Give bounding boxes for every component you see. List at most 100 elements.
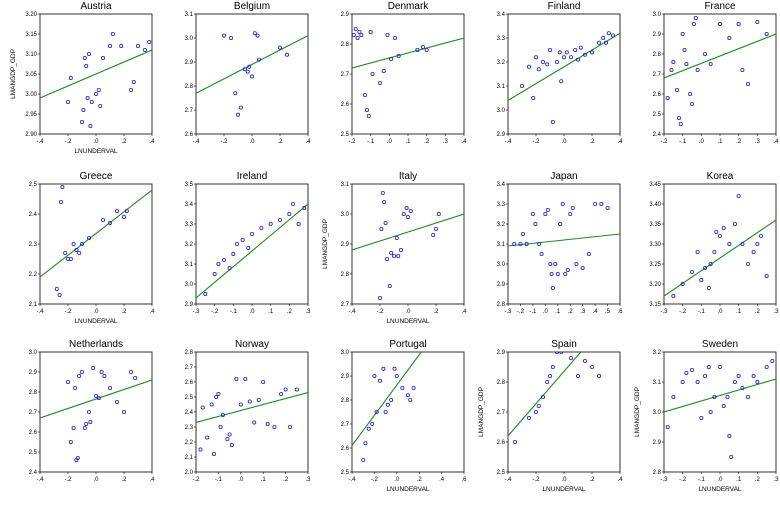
data-point (727, 36, 732, 41)
data-point (355, 36, 360, 41)
x-tick-label: .0 (394, 477, 400, 483)
data-point (708, 62, 713, 67)
y-tick-label: 2.9 (497, 350, 506, 356)
data-point (255, 33, 260, 38)
y-tick-label: 3.4 (497, 182, 506, 188)
data-point (431, 233, 436, 238)
data-point (119, 44, 124, 49)
data-point (545, 208, 550, 213)
y-tick-label: 2.5 (341, 470, 350, 476)
data-point (82, 56, 87, 61)
y-tick-label: 2.6 (341, 102, 350, 108)
x-tick-label: -.2 (192, 477, 200, 483)
data-point (227, 432, 232, 437)
data-point (378, 296, 383, 301)
data-point (684, 62, 689, 67)
chart-title: Norway (235, 339, 269, 350)
data-point (389, 57, 394, 62)
data-point (88, 420, 93, 425)
x-tick-label: .4 (461, 309, 467, 315)
data-point (434, 227, 439, 232)
data-point (576, 57, 581, 62)
data-point (250, 232, 255, 237)
data-point (436, 212, 441, 217)
x-tick-label: .1 (736, 477, 742, 483)
x-tick-label: .0 (561, 139, 567, 145)
data-point (216, 392, 221, 397)
data-point (231, 252, 236, 257)
y-tick-label: 3.40 (649, 202, 661, 208)
data-point (680, 32, 685, 37)
y-tick-label: 2.6 (29, 430, 38, 436)
data-point (596, 374, 601, 379)
y-tick-label: 3.20 (649, 282, 661, 288)
x-tick-label: .4 (461, 139, 467, 145)
y-tick-label: 2.9 (497, 282, 506, 288)
data-point (746, 82, 751, 87)
y-tick-label: 3.0 (341, 350, 350, 356)
regression-line (40, 49, 152, 99)
data-point (278, 218, 283, 223)
data-point (536, 67, 541, 72)
y-tick-label: 3.0 (341, 212, 350, 218)
data-point (389, 398, 394, 403)
scatter-panel: Sweden 2.8 2.9 3.0 3.1 3.2 -.3 -.2 -.1 .0 .1 .2 .3 LN… (624, 338, 780, 508)
y-tick-label: 3.3 (497, 36, 506, 42)
data-point (203, 292, 208, 297)
plot-area (508, 31, 620, 125)
y-tick-label: 3.25 (649, 262, 661, 268)
data-point (278, 45, 283, 50)
data-point (583, 358, 588, 363)
x-tick-label: .2 (424, 139, 430, 145)
data-point (389, 251, 394, 256)
x-tick-label: .5 (605, 309, 611, 315)
regression-line (196, 35, 308, 94)
data-point (606, 31, 611, 36)
data-point (252, 31, 257, 36)
y-axis-label: LMANGDP_GDP (10, 49, 17, 99)
data-point (94, 92, 99, 97)
data-point (562, 55, 567, 60)
x-tick-label: .2 (755, 477, 761, 483)
data-point (678, 122, 683, 127)
scatter-chart: Greece 2.1 2.2 2.3 2.4 2.5 -.4 -.2 .0 .2 .4 LNUNDER… (29, 171, 156, 325)
y-tick-label: 2.5 (497, 470, 506, 476)
x-tick-label: .1 (268, 309, 274, 315)
data-point (218, 425, 223, 430)
data-point (764, 274, 769, 279)
x-tick-label: -.1 (230, 309, 238, 315)
data-point (259, 226, 264, 231)
data-point (294, 387, 299, 392)
data-point (545, 62, 550, 67)
data-point (706, 364, 711, 369)
y-tick-label: 2.9 (341, 242, 350, 248)
chart-title: Korea (707, 171, 734, 182)
data-point (590, 50, 595, 55)
data-point (279, 392, 284, 397)
scatter-chart: Netherlands 2.4 2.5 2.6 2.7 2.8 2.9 3.0 -.4 -.2 .0… (29, 339, 156, 483)
data-point (364, 108, 369, 113)
x-tick-label: -.1 (215, 477, 223, 483)
data-point (759, 234, 764, 239)
data-point (372, 374, 377, 379)
y-tick-label: 2.9 (341, 12, 350, 18)
scatter-chart: Japan 2.8 2.9 3.0 3.1 3.2 3.3 3.4 -.3 -.2 -.1 .0 .1.… (497, 171, 624, 315)
data-point (265, 422, 270, 427)
x-tick-label: -.1 (679, 139, 687, 145)
data-point (703, 266, 708, 271)
data-point (261, 380, 266, 385)
data-point (548, 374, 553, 379)
data-point (564, 50, 569, 55)
data-point (102, 374, 107, 379)
data-point (596, 40, 601, 45)
data-point (247, 64, 252, 69)
plot-area (508, 352, 601, 445)
y-tick-label: 2.8 (653, 52, 662, 58)
plot-area (352, 26, 464, 119)
y-tick-label: 2.9 (497, 132, 506, 138)
data-point (115, 400, 120, 405)
data-point (387, 284, 392, 289)
data-point (250, 74, 255, 79)
regression-line (40, 379, 152, 419)
data-point (665, 96, 670, 101)
